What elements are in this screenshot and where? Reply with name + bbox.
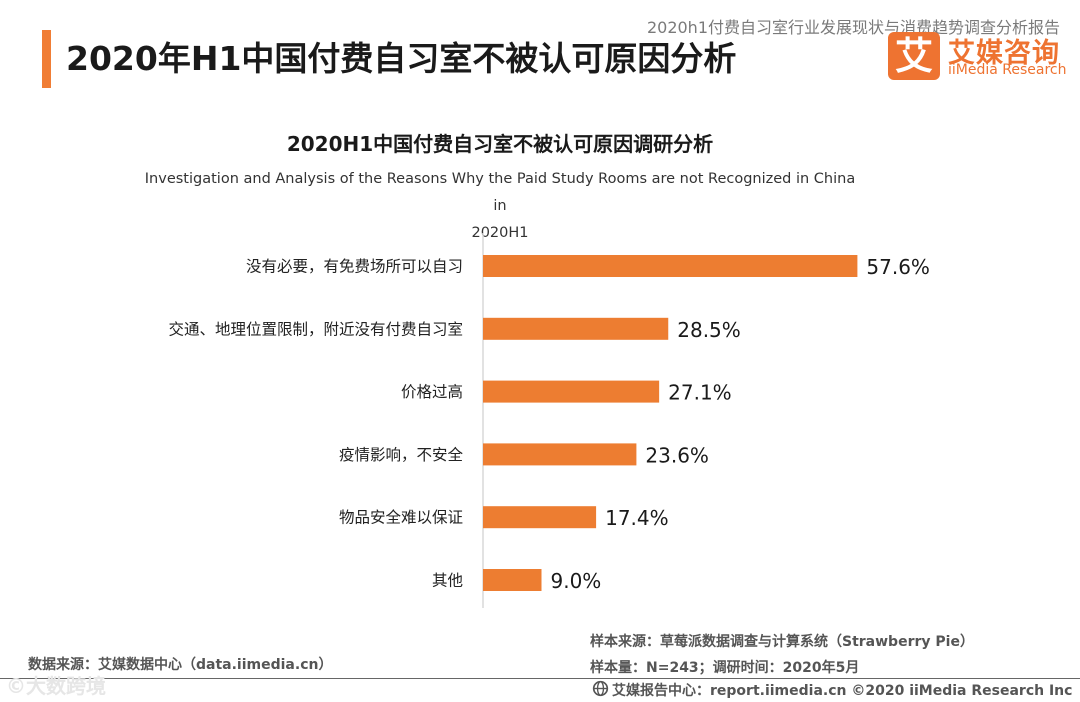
- category-label: 价格过高: [401, 383, 463, 401]
- bar: [483, 380, 660, 403]
- value-label: 57.6%: [866, 255, 930, 279]
- category-label: 没有必要，有免费场所可以自习: [246, 258, 463, 276]
- globe-icon: [592, 680, 609, 697]
- data-source: 数据来源：艾媒数据中心（data.iimedia.cn）: [28, 657, 333, 673]
- chart-subtitle-line-1: Investigation and Analysis of the Reason…: [144, 171, 856, 214]
- title-accent-bar: [42, 30, 51, 88]
- page-title: 2020年H1中国付费自习室不被认可原因分析: [66, 39, 737, 78]
- value-label: 9.0%: [551, 569, 602, 593]
- bar: [483, 569, 542, 591]
- value-label: 28.5%: [677, 318, 741, 342]
- category-label: 其他: [432, 572, 463, 590]
- logo-chinese-name: 艾媒咨询: [948, 38, 1060, 69]
- bar: [483, 255, 858, 277]
- chart-subtitle-line-2: 2020H1: [471, 225, 529, 241]
- bar: [483, 506, 597, 529]
- sample-source: 样本来源：草莓派数据调查与计算系统（Strawberry Pie）: [590, 634, 974, 650]
- logo-english-name: iiMedia Research: [948, 62, 1067, 78]
- sample-size: 样本量：N=243；调研时间：2020年5月: [590, 660, 860, 676]
- value-label: 23.6%: [645, 443, 709, 467]
- watermark: ©大数跨境: [6, 674, 106, 698]
- value-label: 17.4%: [605, 506, 669, 530]
- iimedia-logo-icon: 艾: [888, 32, 940, 80]
- bar: [483, 443, 637, 466]
- category-label: 交通、地理位置限制，附近没有付费自习室: [168, 320, 463, 338]
- category-label: 物品安全难以保证: [339, 509, 463, 527]
- footer-divider: [0, 678, 1080, 679]
- chart-subtitle: Investigation and Analysis of the Reason…: [140, 166, 860, 247]
- category-label: 疫情影响，不安全: [339, 446, 464, 464]
- report-name: 2020h1付费自习室行业发展现状与消费趋势调查分析报告: [646, 18, 1060, 37]
- bar: [483, 317, 669, 340]
- report-center-link[interactable]: 艾媒报告中心：report.iimedia.cn ©2020 iiMedia R…: [612, 683, 1073, 699]
- value-label: 27.1%: [668, 381, 732, 405]
- chart-title: 2020H1中国付费自习室不被认可原因调研分析: [286, 132, 714, 156]
